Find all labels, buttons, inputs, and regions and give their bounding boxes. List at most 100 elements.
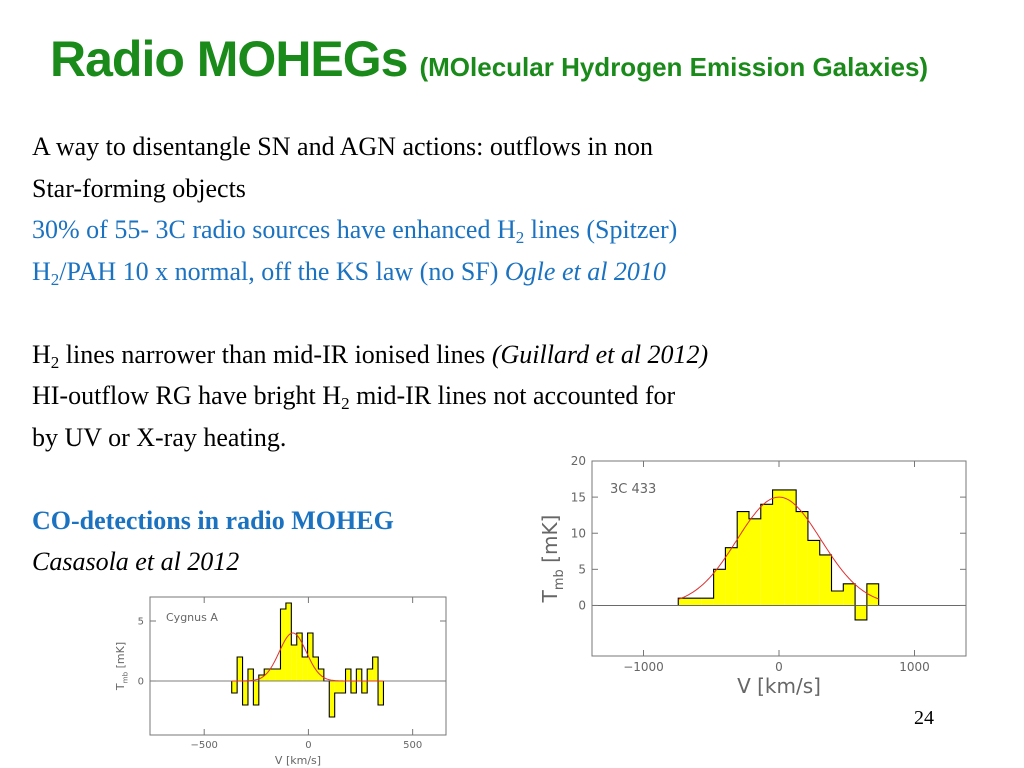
histogram-bar <box>831 591 844 606</box>
y-axis-label: Tmb [mK] <box>114 642 129 691</box>
y-tick-label: 5 <box>578 563 586 577</box>
citation: (Guillard et al 2012) <box>491 339 709 369</box>
subscript: 2 <box>50 352 60 372</box>
y-axis-label-main: T <box>538 589 562 603</box>
body-line-4: H2/PAH 10 x normal, off the KS law (no S… <box>32 251 708 293</box>
histogram-bar <box>725 547 738 606</box>
histogram-bar <box>345 669 351 681</box>
histogram-outline <box>677 489 880 621</box>
body-text: mid-IR lines not accounted for <box>349 381 676 410</box>
gaussian-fit-line <box>678 496 879 600</box>
histogram-bar <box>866 583 879 606</box>
histogram-bar <box>807 540 820 606</box>
plot-frame <box>149 596 447 736</box>
body-text: H <box>32 256 51 286</box>
y-tick-label: 15 <box>571 490 586 504</box>
chart-3c433: 0 5 10 15 20 −1000 0 1000 3C 433 V [km/s] Tmb [mK] <box>538 454 967 698</box>
x-tick-label: −1000 <box>623 660 664 674</box>
histogram-bar <box>690 598 702 606</box>
title-subtitle: (MOlecular Hydrogen Emission Galaxies) <box>419 52 929 82</box>
y-axis-label-sub: mb <box>120 671 129 683</box>
slide-body: A way to disentangle SN and AGN actions:… <box>32 126 708 583</box>
y-axis-label-unit: [mK] <box>114 642 127 672</box>
histogram-bar <box>264 669 270 681</box>
histogram-bar <box>378 681 384 705</box>
histogram-bar <box>237 657 243 681</box>
gaussian-fit-line <box>231 632 384 682</box>
body-text: lines narrower than mid-IR ionised lines <box>59 339 492 369</box>
histogram-bar <box>242 681 248 705</box>
body-text: H <box>32 339 51 369</box>
body-line-1: A way to disentangle SN and AGN actions:… <box>32 126 708 168</box>
section-heading: CO-detections in radio MOHEG <box>32 505 394 535</box>
histogram-bar <box>372 657 379 681</box>
histogram-bar <box>760 504 773 606</box>
subscript: 2 <box>515 228 525 247</box>
y-axis-label-unit: [mK] <box>538 515 562 570</box>
slide-title: Radio MOHEGs (MOlecular Hydrogen Emission… <box>50 30 928 88</box>
body-text: Star-forming objects <box>32 173 246 203</box>
chart-cygnus-a: 0 5 −500 0 500 Cygnus A V [km/s] Tmb [mK] <box>114 596 447 767</box>
body-line-6: HI-outflow RG have bright H2 mid-IR line… <box>32 375 708 417</box>
title-main: Radio MOHEGs <box>50 31 408 87</box>
histogram-bar <box>231 681 238 693</box>
histogram-bar <box>701 598 714 606</box>
histogram-bar <box>302 657 308 681</box>
body-line-2: Star-forming objects <box>32 168 708 210</box>
histogram-bar <box>291 645 297 681</box>
subscript: 2 <box>341 394 350 413</box>
histogram-bar <box>855 605 867 620</box>
body-line-7: by UV or X-ray heating. <box>32 417 708 459</box>
citation: Casasola et al 2012 <box>32 547 240 576</box>
body-line-9: Casasola et al 2012 <box>32 541 708 583</box>
x-axis-label: V [km/s] <box>737 674 821 698</box>
histogram-bar <box>748 518 761 606</box>
histogram-bar <box>285 603 292 681</box>
body-text: by UV or X-ray heating. <box>32 422 287 452</box>
histogram-bar <box>350 681 357 693</box>
y-tick-label: 0 <box>138 677 144 688</box>
bars-group <box>150 602 446 718</box>
histogram-bar <box>678 598 691 606</box>
x-axis-label: V [km/s] <box>275 754 321 767</box>
histogram-bar <box>361 681 368 693</box>
y-axis-label-sub: mb <box>552 569 567 590</box>
histogram-bar <box>367 669 373 681</box>
chart-annotation: 3C 433 <box>610 482 656 497</box>
histogram-bar <box>784 489 797 606</box>
citation: Ogle et al 2010 <box>504 256 666 286</box>
body-text: lines (Spitzer) <box>524 215 678 244</box>
histogram-outline <box>231 602 385 718</box>
histogram-bar <box>340 681 346 693</box>
body-line-5: H2 lines narrower than mid-IR ionised li… <box>32 334 708 376</box>
histogram-bar <box>329 681 335 717</box>
histogram-bar <box>253 681 259 705</box>
page-number: 24 <box>914 707 934 729</box>
body-line-3: 30% of 55- 3C radio sources have enhance… <box>32 209 708 251</box>
histogram-bar <box>356 669 362 681</box>
body-text: A way to disentangle SN and AGN actions:… <box>32 132 654 161</box>
body-text: /PAH 10 x normal, off the KS law (no SF) <box>59 256 505 286</box>
histogram-bar <box>796 511 808 606</box>
histogram-bar <box>772 489 785 606</box>
y-tick-label: 10 <box>571 526 586 540</box>
body-text: HI-outflow RG have bright H <box>32 381 342 410</box>
histogram-bar <box>307 633 314 681</box>
y-tick-label: 5 <box>138 617 144 628</box>
bars-group <box>592 489 966 621</box>
histogram-bar <box>713 569 726 606</box>
histogram-bar <box>334 681 341 693</box>
x-tick-label: 0 <box>305 740 311 751</box>
histogram-bar <box>737 511 749 606</box>
x-tick-label: −500 <box>190 740 217 751</box>
histogram-bar <box>296 633 303 681</box>
y-axis-label-main: T <box>114 683 127 691</box>
x-tick-label: 500 <box>403 740 422 751</box>
x-tick-label: 1000 <box>899 660 930 674</box>
y-tick-label: 20 <box>571 454 586 468</box>
y-axis-label: Tmb [mK] <box>538 515 567 604</box>
histogram-bar <box>247 669 254 681</box>
histogram-bar <box>280 609 286 681</box>
histogram-bar <box>269 669 276 681</box>
